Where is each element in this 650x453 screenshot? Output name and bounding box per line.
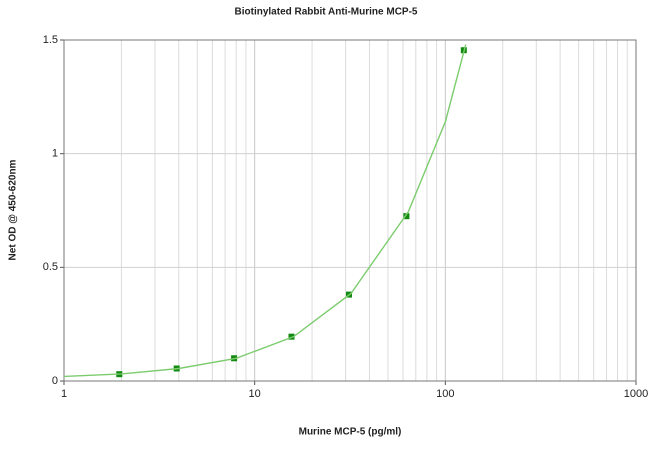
x-tick-label: 1 bbox=[61, 388, 67, 400]
plot-frame bbox=[63, 39, 637, 382]
y-tick-label: 0.5 bbox=[43, 261, 58, 273]
chart-title: Biotinylated Rabbit Anti-Murine MCP-5 bbox=[235, 7, 418, 18]
x-tick-label: 10 bbox=[249, 388, 261, 400]
x-axis-label: Murine MCP-5 (pg/ml) bbox=[299, 427, 402, 438]
fit-curve bbox=[63, 44, 467, 378]
y-tick-label: 1.5 bbox=[43, 34, 58, 46]
data-point bbox=[403, 213, 410, 220]
y-tick-label: 0 bbox=[52, 375, 58, 387]
x-tick-label: 100 bbox=[436, 388, 454, 400]
y-tick-label: 1 bbox=[52, 148, 58, 160]
data-point bbox=[288, 333, 295, 340]
y-axis-label: Net OD @ 450-620nm bbox=[8, 159, 19, 260]
x-tick-label: 1000 bbox=[624, 388, 648, 400]
